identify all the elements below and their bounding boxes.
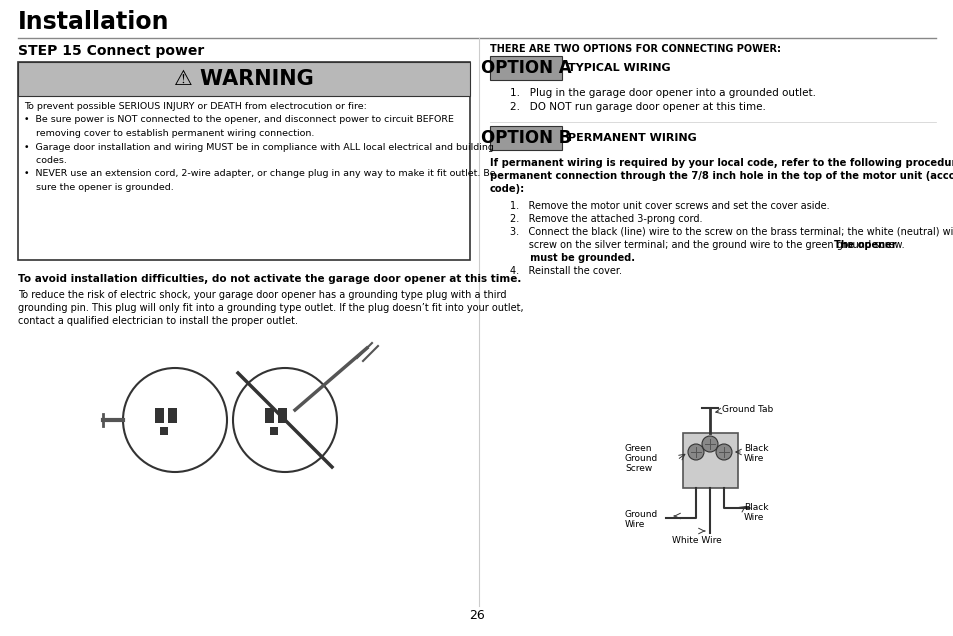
Text: Screw: Screw [624,464,652,473]
Text: 3.   Connect the black (line) wire to the screw on the brass terminal; the white: 3. Connect the black (line) wire to the … [510,227,953,237]
Text: code):: code): [490,184,525,194]
Text: 1.   Plug in the garage door opener into a grounded outlet.: 1. Plug in the garage door opener into a… [510,88,815,98]
Circle shape [687,444,703,460]
Text: permanent connection through the 7/8 inch hole in the top of the motor unit (acc: permanent connection through the 7/8 inc… [490,171,953,181]
Text: ⚠ WARNING: ⚠ WARNING [174,69,314,89]
Text: •  NEVER use an extension cord, 2-wire adapter, or change plug in any way to mak: • NEVER use an extension cord, 2-wire ad… [24,170,496,179]
Text: must be grounded.: must be grounded. [510,253,635,263]
Text: 1.   Remove the motor unit cover screws and set the cover aside.: 1. Remove the motor unit cover screws an… [510,201,829,211]
Text: PERMANENT WIRING: PERMANENT WIRING [567,133,696,143]
Bar [160,427,168,435]
Circle shape [716,444,731,460]
Text: Ground Tab: Ground Tab [721,405,773,414]
Text: sure the opener is grounded.: sure the opener is grounded. [24,183,173,192]
Text: Installation: Installation [18,10,170,34]
Text: Wire: Wire [743,454,763,463]
Text: grounding pin. This plug will only fit into a grounding type outlet. If the plug: grounding pin. This plug will only fit i… [18,303,523,313]
Text: Ground: Ground [624,510,658,519]
Text: removing cover to establish permanent wiring connection.: removing cover to establish permanent wi… [24,129,314,138]
Text: codes.: codes. [24,156,67,165]
Bar [682,433,738,488]
Text: contact a qualified electrician to install the proper outlet.: contact a qualified electrician to insta… [18,316,297,326]
Text: To reduce the risk of electric shock, your garage door opener has a grounding ty: To reduce the risk of electric shock, yo… [18,290,506,300]
Text: 2.   DO NOT run garage door opener at this time.: 2. DO NOT run garage door opener at this… [510,102,765,112]
Text: Green: Green [624,444,652,453]
Bar [277,408,287,423]
Text: To avoid installation difficulties, do not activate the garage door opener at th: To avoid installation difficulties, do n… [18,274,521,284]
Bar [168,408,177,423]
Bar [490,126,561,150]
Circle shape [701,436,718,452]
Text: Black: Black [743,503,768,512]
Bar [265,408,274,423]
Text: 26: 26 [469,609,484,622]
Text: STEP 15 Connect power: STEP 15 Connect power [18,44,204,58]
Text: screw on the silver terminal; and the ground wire to the green ground screw.: screw on the silver terminal; and the gr… [510,240,907,250]
Text: THERE ARE TWO OPTIONS FOR CONNECTING POWER:: THERE ARE TWO OPTIONS FOR CONNECTING POW… [490,44,781,54]
Bar [490,56,561,80]
Text: OPTION A: OPTION A [480,59,571,77]
Text: OPTION B: OPTION B [480,129,571,147]
Text: If permanent wiring is required by your local code, refer to the following proce: If permanent wiring is required by your … [490,158,953,168]
Text: •  Garage door installation and wiring MUST be in compliance with ALL local elec: • Garage door installation and wiring MU… [24,142,494,151]
Bar [154,408,164,423]
Bar [18,62,470,96]
Text: Ground: Ground [624,454,658,463]
Text: Wire: Wire [743,513,763,522]
Bar [18,62,470,260]
Text: 4.   Reinstall the cover.: 4. Reinstall the cover. [510,266,621,276]
Text: 2.   Remove the attached 3-prong cord.: 2. Remove the attached 3-prong cord. [510,214,701,224]
Text: Black: Black [743,444,768,453]
Text: The opener: The opener [833,240,896,250]
Bar [270,427,277,435]
Text: Wire: Wire [624,520,644,529]
Text: TYPICAL WIRING: TYPICAL WIRING [567,63,670,73]
Text: To prevent possible SERIOUS INJURY or DEATH from electrocution or fire:: To prevent possible SERIOUS INJURY or DE… [24,102,367,111]
Text: White Wire: White Wire [671,536,721,545]
Text: •  Be sure power is NOT connected to the opener, and disconnect power to circuit: • Be sure power is NOT connected to the … [24,116,454,125]
